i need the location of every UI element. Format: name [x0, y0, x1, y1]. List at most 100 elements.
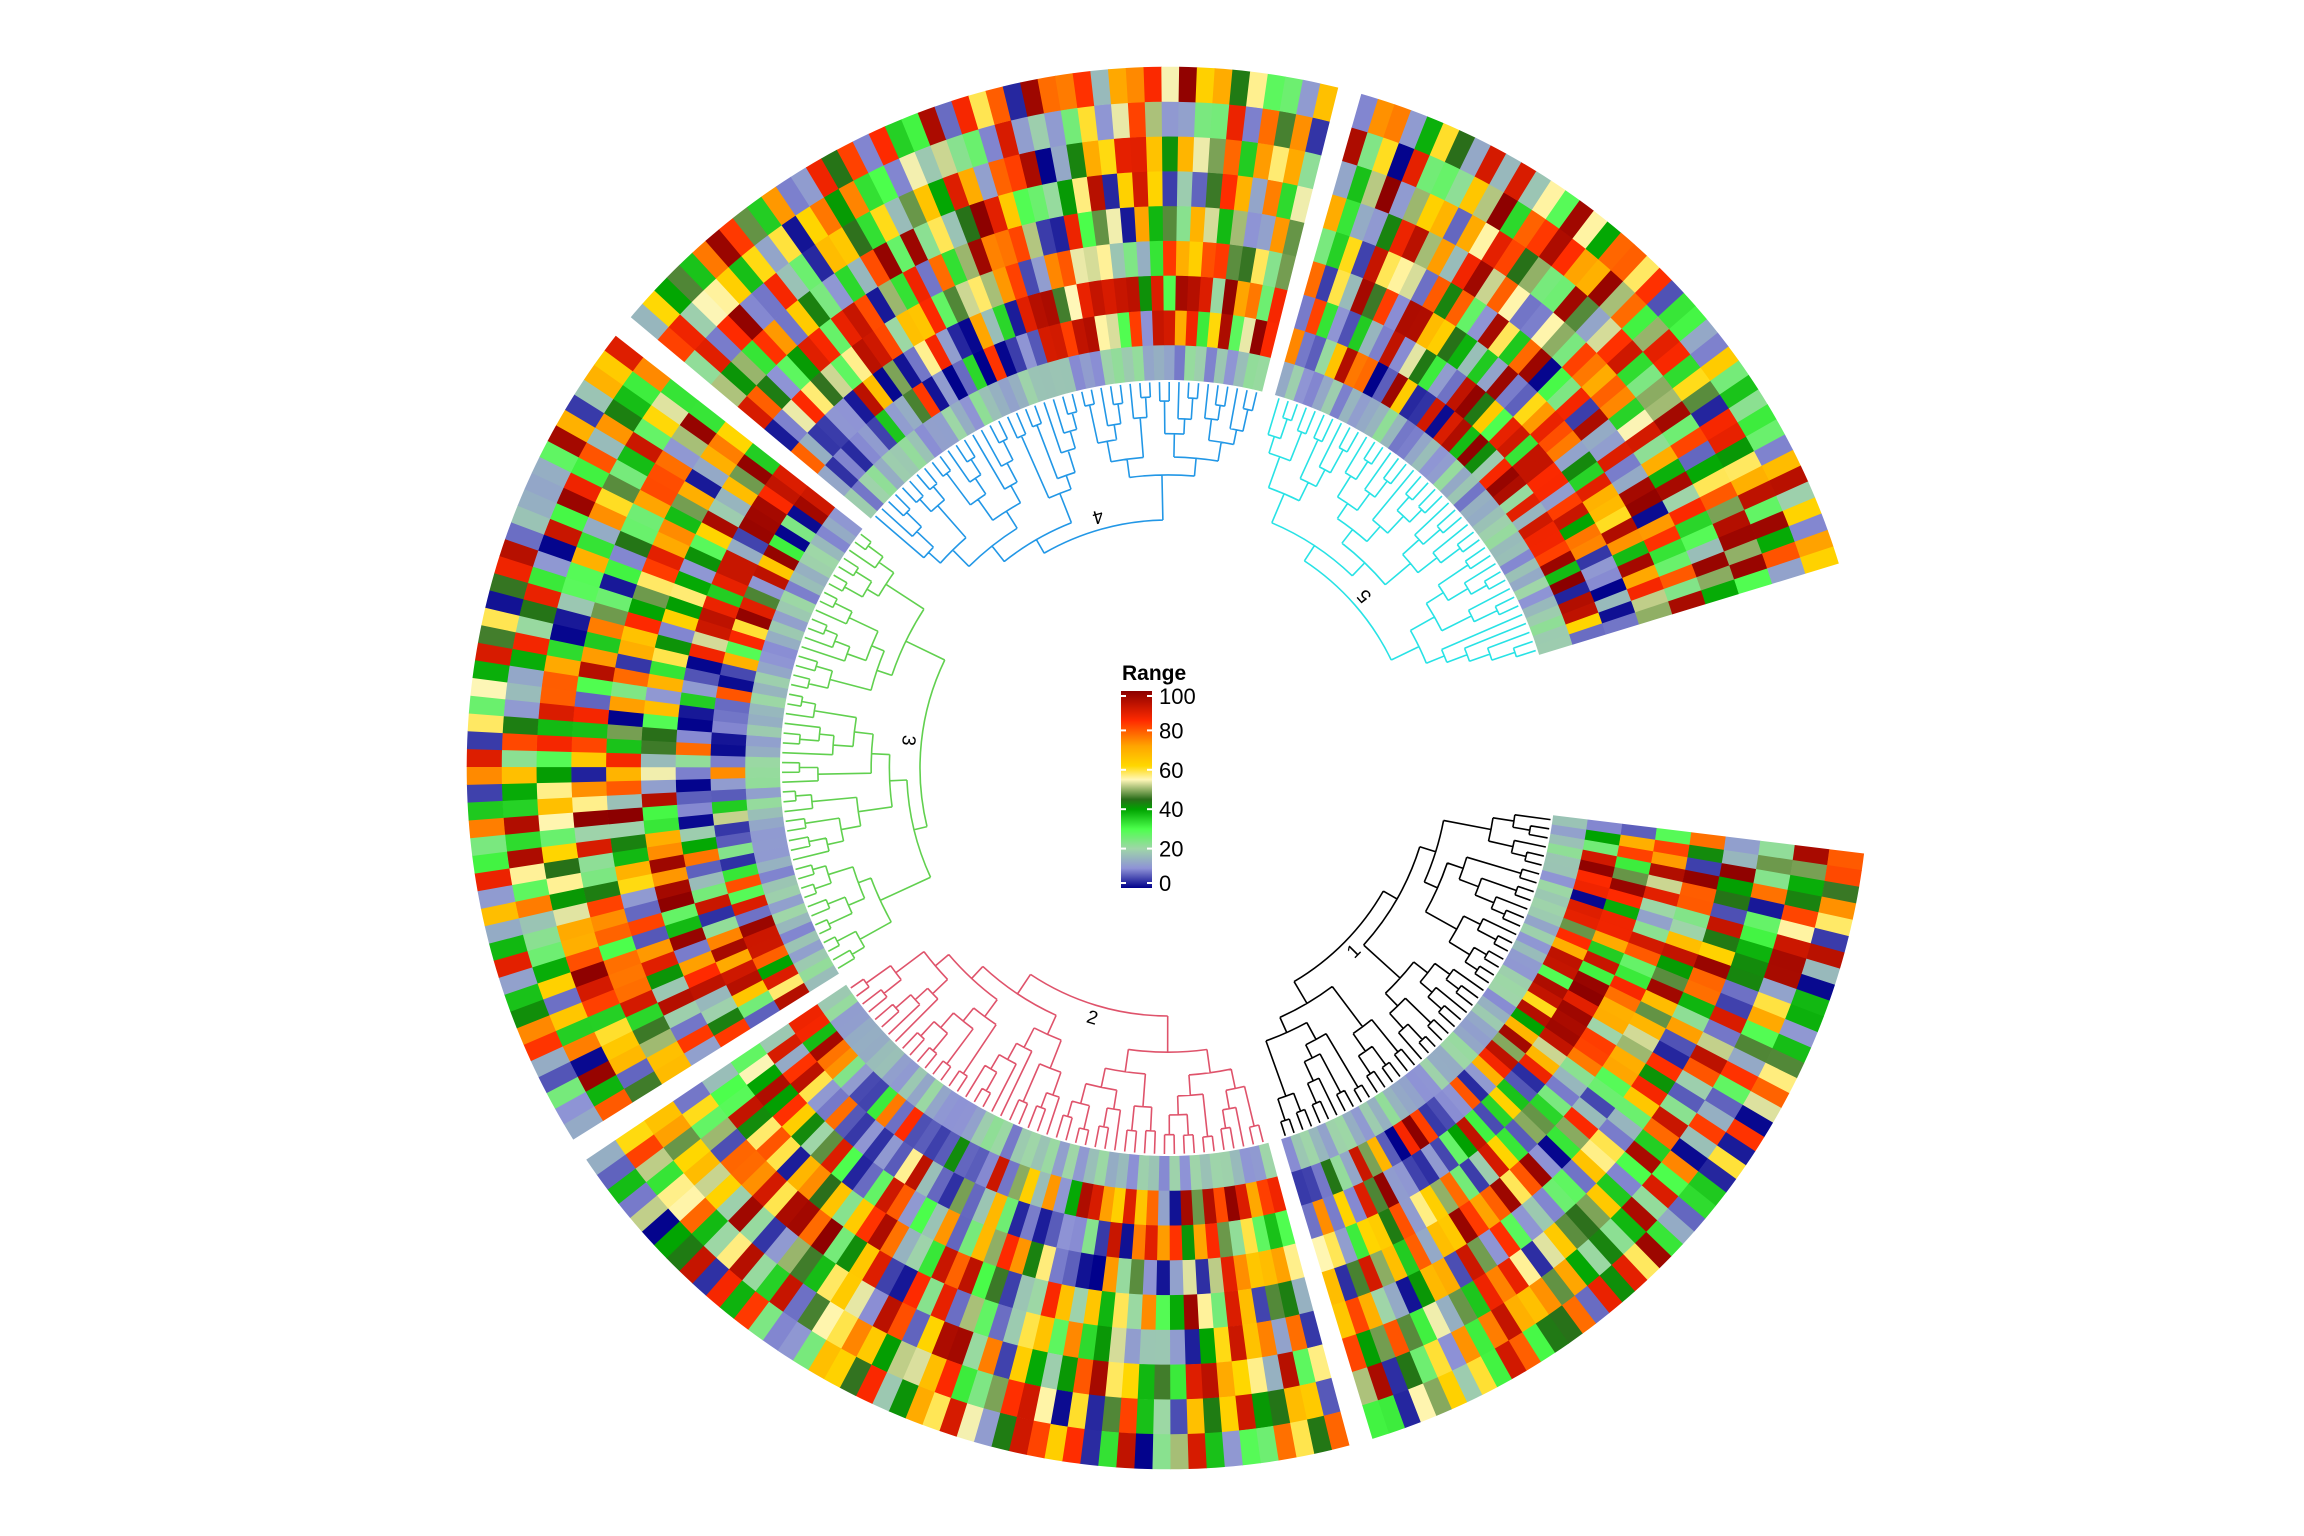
heatmap-cell: [1635, 375, 1674, 410]
heatmap-cell: [1626, 363, 1664, 398]
heatmap-cell: [556, 592, 595, 617]
heatmap-cell: [745, 1116, 782, 1151]
heatmap-cell: [983, 1374, 1010, 1414]
heatmap-cell: [1623, 1086, 1660, 1119]
heatmap-cell: [983, 344, 1008, 382]
heatmap-cell: [1653, 400, 1692, 434]
heatmap-cell: [1542, 861, 1579, 880]
heatmap-cell: [1251, 1391, 1274, 1429]
heatmap-cell: [1538, 1027, 1574, 1058]
heatmap-cell: [1183, 1294, 1200, 1330]
heatmap-cell: [1539, 550, 1577, 577]
heatmap-cell: [1077, 1323, 1098, 1361]
heatmap-cell: [815, 414, 850, 449]
heatmap-cell: [605, 766, 642, 782]
heatmap-cell: [836, 1008, 871, 1040]
heatmap-cell: [1508, 1332, 1541, 1372]
heatmap-cell: [828, 226, 861, 266]
heatmap-cell: [602, 949, 642, 976]
heatmap-cell: [1523, 520, 1560, 549]
heatmap-cell: [603, 558, 642, 585]
heatmap-cell: [689, 533, 727, 561]
heatmap-cell: [1017, 368, 1040, 406]
heatmap-cell: [1216, 1221, 1234, 1258]
heatmap-cell: [972, 1299, 999, 1338]
heatmap-cell: [699, 444, 737, 477]
heatmap-cell: [1436, 326, 1468, 363]
heatmap-cell: [1097, 1430, 1119, 1468]
heatmap-cell: [1088, 1254, 1107, 1292]
heatmap-cell: [744, 756, 781, 768]
heatmap-cell: [625, 1002, 664, 1032]
heatmap-cell: [766, 364, 801, 400]
heatmap-cell: [1575, 472, 1613, 503]
heatmap-cell: [766, 1033, 803, 1065]
heatmap-cell: [1241, 106, 1264, 144]
heatmap-cell: [697, 904, 736, 928]
heatmap-cell: [1504, 557, 1541, 584]
heatmap-cell: [645, 963, 684, 990]
heatmap-cell: [795, 205, 829, 245]
heatmap-cell: [1219, 173, 1239, 211]
heatmap-cell: [994, 228, 1019, 267]
heatmap-cell: [1549, 570, 1587, 596]
heatmap-cell: [885, 1183, 916, 1221]
heatmap-cell: [684, 349, 722, 385]
heatmap-cell: [747, 934, 784, 960]
heatmap-cell: [570, 456, 610, 488]
heatmap-cell: [1761, 449, 1801, 482]
heatmap-cell: [732, 206, 769, 246]
heatmap-cell: [931, 411, 960, 447]
heatmap-cell: [775, 1145, 811, 1182]
heatmap-cell: [624, 431, 664, 464]
heatmap-cell: [761, 186, 796, 226]
heatmap-cell: [1449, 1076, 1481, 1110]
heatmap-cell: [772, 408, 808, 443]
heatmap-cell: [768, 1273, 804, 1313]
heatmap-cell: [1367, 98, 1396, 138]
heatmap-cell: [857, 1031, 891, 1064]
heatmap-cell: [1466, 304, 1499, 342]
heatmap-cell: [1640, 989, 1679, 1018]
heatmap-cell: [1480, 408, 1514, 442]
heatmap-cell: [886, 234, 916, 273]
heatmap-cell: [1274, 253, 1297, 291]
heatmap-cell: [1469, 1193, 1501, 1230]
heatmap-cell: [1744, 495, 1784, 525]
heatmap-cell: [712, 809, 749, 826]
heatmap-cell: [786, 1199, 821, 1237]
heatmap-cell: [657, 621, 696, 644]
heatmap-cell: [1348, 1145, 1374, 1183]
heatmap-cell: [872, 1134, 904, 1171]
heatmap-cell: [954, 242, 981, 281]
heatmap-cell: [1237, 140, 1259, 178]
heatmap-cell: [537, 812, 575, 832]
heatmap-cell: [1663, 354, 1702, 389]
heatmap-cell: [571, 736, 607, 753]
heatmap-cell: [1062, 1321, 1084, 1359]
heatmap-cell: [1333, 1114, 1358, 1151]
heatmap-cell: [1727, 1047, 1766, 1078]
heatmap-cell: [803, 964, 839, 993]
heatmap-cell: [888, 442, 920, 477]
heatmap-cell: [1559, 512, 1596, 541]
heatmap-cell: [1566, 898, 1604, 921]
heatmap-cell: [1679, 1125, 1718, 1160]
heatmap-cell: [1289, 1419, 1315, 1458]
heatmap-cell: [1609, 877, 1647, 898]
heatmap-cell: [741, 339, 777, 376]
heatmap-cell: [1551, 238, 1587, 277]
heatmap-cell: [1701, 579, 1740, 605]
heatmap-cell: [1088, 279, 1107, 317]
heatmap-cell: [578, 660, 616, 682]
heatmap-cell: [762, 1180, 798, 1218]
heatmap-cell: [904, 1154, 934, 1191]
heatmap-cell: [593, 922, 632, 947]
heatmap-cell: [1718, 524, 1757, 552]
heatmap-cell: [921, 1391, 951, 1432]
heatmap-cell: [725, 640, 762, 661]
heatmap-cell: [1672, 906, 1711, 930]
heatmap-cell: [1597, 441, 1634, 473]
heatmap-cell: [1547, 945, 1584, 971]
heatmap-cell: [472, 851, 510, 874]
